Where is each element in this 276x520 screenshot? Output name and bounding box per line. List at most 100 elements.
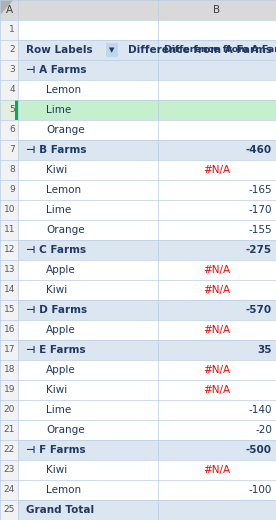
Bar [106, 43, 118, 57]
Bar [18, 180, 158, 200]
Bar [18, 420, 158, 440]
Bar [18, 260, 158, 280]
Text: Kiwi: Kiwi [46, 285, 67, 295]
Bar [158, 440, 276, 460]
Bar [158, 320, 276, 340]
Bar [18, 200, 158, 220]
Bar [0, 360, 18, 380]
Bar [0, 400, 18, 420]
Text: -140: -140 [248, 405, 272, 415]
Text: 4: 4 [9, 85, 15, 95]
Text: #N/A: #N/A [203, 385, 230, 395]
Text: #N/A: #N/A [203, 165, 230, 175]
Text: A: A [6, 5, 13, 15]
Text: ⊣ F Farms: ⊣ F Farms [26, 445, 86, 455]
Bar [18, 340, 158, 360]
Text: 15: 15 [4, 305, 15, 315]
Text: 14: 14 [4, 285, 15, 294]
Bar [158, 100, 276, 120]
Text: ▼: ▼ [109, 47, 115, 53]
Bar [18, 380, 158, 400]
Text: ⊣ A Farms: ⊣ A Farms [26, 65, 86, 75]
Text: 9: 9 [9, 186, 15, 194]
Bar [18, 100, 158, 120]
Bar [0, 180, 18, 200]
Text: 22: 22 [4, 446, 15, 454]
Bar [158, 480, 276, 500]
Text: -500: -500 [246, 445, 272, 455]
Bar [158, 380, 276, 400]
Bar [18, 480, 158, 500]
Text: 5: 5 [9, 106, 15, 114]
Bar [0, 280, 18, 300]
Bar [158, 360, 276, 380]
Text: Kiwi: Kiwi [46, 165, 67, 175]
Text: Orange: Orange [46, 225, 85, 235]
Text: Lemon: Lemon [46, 85, 81, 95]
Text: #N/A: #N/A [203, 325, 230, 335]
Text: ⊣ B Farms: ⊣ B Farms [26, 145, 86, 155]
Bar [0, 100, 18, 120]
Text: 18: 18 [4, 366, 15, 374]
Bar [158, 120, 276, 140]
Text: 6: 6 [9, 125, 15, 135]
Text: B: B [213, 5, 221, 15]
Text: Difference from A Farms: Difference from A Farms [128, 45, 272, 55]
Text: 2: 2 [9, 45, 15, 55]
Bar [0, 200, 18, 220]
Bar [18, 320, 158, 340]
Text: ⊣ E Farms: ⊣ E Farms [26, 345, 86, 355]
Text: -460: -460 [246, 145, 272, 155]
Bar [158, 280, 276, 300]
Text: Lime: Lime [46, 405, 71, 415]
Text: Apple: Apple [46, 365, 76, 375]
Bar [0, 380, 18, 400]
Text: 11: 11 [4, 226, 15, 235]
Text: Kiwi: Kiwi [46, 385, 67, 395]
Bar [18, 160, 158, 180]
Bar [18, 460, 158, 480]
Text: ⊣ D Farms: ⊣ D Farms [26, 305, 87, 315]
Text: Lemon: Lemon [46, 185, 81, 195]
Bar [158, 80, 276, 100]
Bar [158, 460, 276, 480]
Bar [0, 80, 18, 100]
Text: #N/A: #N/A [203, 265, 230, 275]
Text: Orange: Orange [46, 125, 85, 135]
Bar [18, 400, 158, 420]
Text: 8: 8 [9, 165, 15, 175]
Text: Grand Total: Grand Total [26, 505, 94, 515]
Bar [158, 420, 276, 440]
Bar [18, 500, 158, 520]
Bar [0, 500, 18, 520]
Text: Lemon: Lemon [46, 485, 81, 495]
Bar [158, 400, 276, 420]
Bar [158, 500, 276, 520]
Text: Lime: Lime [46, 105, 71, 115]
Bar [158, 260, 276, 280]
Bar [18, 440, 158, 460]
Text: 1: 1 [9, 25, 15, 34]
Text: -165: -165 [248, 185, 272, 195]
Text: 25: 25 [4, 505, 15, 514]
Bar [15, 100, 18, 120]
Bar [18, 220, 158, 240]
Text: Lime: Lime [46, 205, 71, 215]
Bar [0, 20, 18, 40]
Bar [0, 120, 18, 140]
Text: Row Labels: Row Labels [26, 45, 93, 55]
Bar [0, 60, 18, 80]
Bar [18, 20, 158, 40]
Text: Apple: Apple [46, 325, 76, 335]
Bar [18, 280, 158, 300]
Text: #N/A: #N/A [203, 285, 230, 295]
Bar [18, 240, 158, 260]
Bar [18, 40, 158, 60]
Bar [0, 240, 18, 260]
Text: -20: -20 [255, 425, 272, 435]
Text: -100: -100 [249, 485, 272, 495]
Text: 10: 10 [4, 205, 15, 214]
Text: -155: -155 [248, 225, 272, 235]
Bar [158, 0, 276, 20]
Polygon shape [0, 0, 13, 14]
